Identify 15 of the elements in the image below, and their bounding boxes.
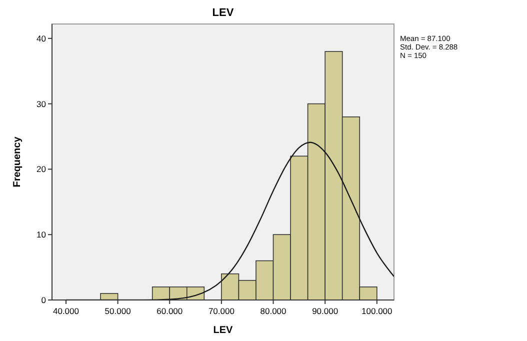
y-tick-label: 30 [36,98,46,109]
x-tick-label: 70.000 [208,306,235,316]
x-tick-label: 100.000 [362,306,393,316]
y-tick-label: 40 [36,33,46,44]
chart-title: LEV [212,7,234,19]
y-tick-label: 20 [36,164,46,174]
y-tick-label: 10 [36,230,46,240]
x-tick-label: 40.000 [52,306,80,316]
x-tick-label: 80.000 [260,306,287,316]
y-tick-label: 0 [41,295,46,305]
x-tick-label: 50.000 [104,306,132,316]
x-tick-label: 60.000 [156,306,183,316]
x-tick-label: 90.000 [312,306,338,316]
y-axis-title: Frequency [12,136,23,188]
x-axis-title: LEV [213,325,234,336]
